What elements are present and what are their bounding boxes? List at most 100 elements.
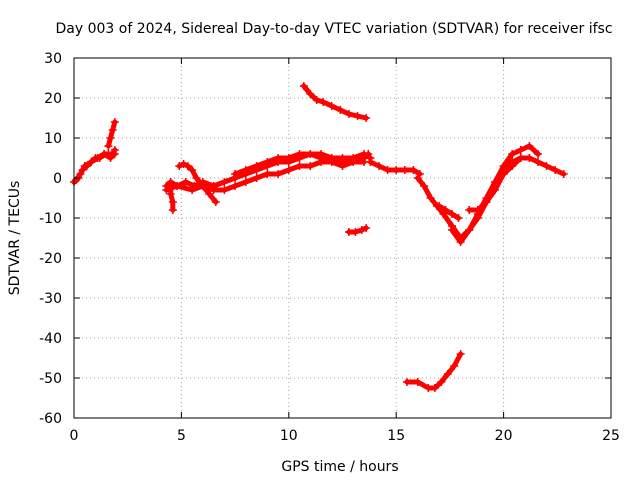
data-point	[284, 166, 293, 174]
data-point	[491, 186, 500, 194]
data-point	[542, 162, 551, 170]
data-point	[166, 182, 175, 190]
data-point	[437, 378, 446, 386]
x-tick-label: 20	[495, 428, 513, 444]
data-point	[533, 150, 542, 158]
data-point	[525, 142, 534, 150]
data-point	[198, 182, 207, 190]
series-track	[301, 83, 369, 121]
series-track-k	[366, 158, 424, 178]
data-point	[508, 150, 517, 158]
x-tick-label: 15	[387, 428, 405, 444]
data-point	[209, 186, 218, 194]
data-point	[319, 98, 328, 106]
series-track	[466, 155, 532, 213]
data-point	[76, 170, 85, 178]
x-tick-label: 5	[177, 428, 186, 444]
data-point	[450, 362, 459, 370]
data-point	[456, 350, 465, 358]
data-point	[413, 174, 422, 182]
data-series	[70, 82, 568, 392]
data-point	[211, 198, 220, 206]
data-point	[465, 206, 474, 214]
data-point	[357, 226, 366, 234]
y-tick-label: -10	[39, 211, 62, 227]
data-point	[274, 170, 283, 178]
data-point	[448, 226, 457, 234]
series-track-o	[465, 154, 534, 214]
data-point	[413, 378, 422, 386]
series-track-i	[299, 82, 371, 122]
data-point	[364, 150, 373, 158]
data-point	[375, 162, 384, 170]
data-point	[252, 174, 261, 182]
data-point	[168, 198, 177, 206]
data-point	[104, 142, 113, 150]
x-axis-label: GPS time / hours	[281, 459, 398, 475]
data-point	[443, 370, 452, 378]
y-tick-label: -20	[39, 251, 62, 267]
data-point	[359, 154, 368, 162]
grid-lines	[74, 58, 611, 418]
tick-labels: 0 5 10 15 20 25 30 20 10 0 -10 -20 -30 -40 -50 -60	[39, 51, 620, 444]
data-point	[349, 158, 358, 166]
data-point	[336, 106, 345, 114]
series-track-l	[402, 350, 465, 392]
data-point	[508, 158, 517, 166]
data-point	[183, 162, 192, 170]
data-point	[263, 170, 272, 178]
data-point	[299, 82, 308, 90]
series-track-n	[448, 142, 542, 246]
data-point	[108, 126, 117, 134]
data-point	[362, 114, 371, 122]
data-point	[306, 90, 315, 98]
data-point	[220, 186, 229, 194]
series-track-b	[72, 146, 119, 184]
data-point	[306, 162, 315, 170]
data-point	[426, 194, 435, 202]
data-point	[533, 158, 542, 166]
data-point	[473, 206, 482, 214]
data-point	[435, 202, 444, 210]
y-tick-label: -60	[39, 411, 62, 427]
data-point	[192, 174, 201, 182]
data-point	[110, 118, 119, 126]
data-point	[188, 186, 197, 194]
series-track-f	[175, 160, 220, 206]
data-point	[295, 162, 304, 170]
data-point	[106, 134, 115, 142]
data-point	[179, 160, 188, 168]
data-point	[166, 190, 175, 198]
data-point	[525, 154, 534, 162]
y-tick-label: -40	[39, 331, 62, 347]
data-point	[400, 166, 409, 174]
data-point	[231, 170, 240, 178]
data-point	[430, 384, 439, 392]
data-point	[448, 210, 457, 218]
data-point	[241, 166, 250, 174]
y-axis-label: SDTVAR / TECUs	[7, 181, 23, 296]
data-point	[353, 112, 362, 120]
axis-ticks	[73, 57, 612, 419]
y-tick-label: -50	[39, 371, 62, 387]
y-tick-label: 10	[44, 131, 62, 147]
data-point	[454, 214, 463, 222]
data-point	[441, 206, 450, 214]
series-track	[404, 351, 464, 391]
series-track-j	[344, 224, 371, 236]
series-track	[105, 119, 118, 149]
data-point	[80, 162, 89, 170]
series-track-h	[231, 150, 373, 178]
data-point	[420, 182, 429, 190]
data-point	[168, 206, 177, 214]
data-point	[402, 378, 411, 386]
data-point	[338, 158, 347, 166]
y-tick-label: 30	[44, 51, 62, 67]
data-point	[295, 150, 304, 158]
series-track-c	[104, 118, 119, 150]
data-point	[351, 228, 360, 236]
data-point	[72, 176, 81, 184]
data-point	[284, 154, 293, 162]
data-point	[252, 162, 261, 170]
